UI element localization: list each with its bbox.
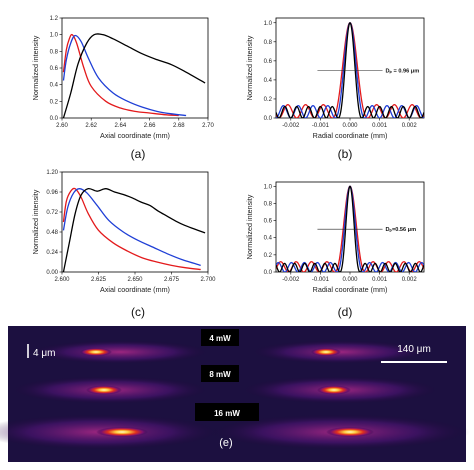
y-tick-label: 0.6 [264,59,273,65]
power-label: 16 mW [214,409,240,418]
x-axis-label: Axial coordinate (mm) [100,131,170,140]
y-tick-label: 0.2 [264,253,273,259]
y-tick-label: 0.4 [264,78,273,84]
x-tick-label: 2.700 [200,277,216,283]
series-line-3 [276,185,424,272]
x-tick-label: 2.62 [85,123,97,129]
x-tick-label: 0.000 [342,277,358,283]
y-tick-label: 0.2 [264,97,273,103]
y-tick-label: 0.6 [264,219,273,225]
power-label-box [201,329,239,346]
x-tick-label: 0.002 [402,123,418,129]
x-axis-label: Axial coordinate (mm) [100,285,170,294]
scale-label-right: 140 μm [397,344,431,355]
x-tick-label: -0.001 [312,277,330,283]
panel-label: (a) [131,147,146,161]
y-axis-label: Normalized intensity [245,194,254,259]
x-tick-label: 2.675 [164,277,180,283]
x-tick-label: 2.650 [127,277,143,283]
y-tick-label: 0.6 [50,66,59,72]
y-tick-label: 0.8 [50,49,59,55]
focal-spot [96,427,148,437]
y-axis-label: Normalized intensity [31,35,40,100]
y-tick-label: 0.0 [50,116,59,122]
y-axis-label: Normalized intensity [31,189,40,254]
series-line-2 [62,34,187,117]
chart-panel-4: -0.002 -0.001 0.000 0.001 0.002 0.0 0.2 0.4 0.6 0… [245,181,425,319]
x-tick-label: 2.600 [54,277,70,283]
y-tick-label: 0.2 [50,99,59,105]
y-tick-label: 1.0 [50,33,59,39]
y-tick-label: 1.0 [264,184,273,190]
y-axis-label: Normalized intensity [245,35,254,100]
focal-spot [317,385,351,395]
plot-frame [61,171,209,273]
x-tick-label: 2.70 [202,123,214,129]
y-tick-label: 0.48 [46,230,58,236]
series-line-2 [62,188,201,266]
scale-label-left: 4 μm [33,348,55,359]
focal-spot [326,427,374,437]
y-tick-label: 0.4 [264,236,273,242]
x-axis-label: Radial coordinate (mm) [313,131,388,140]
x-tick-label: 0.001 [372,123,388,129]
y-tick-label: 0.0 [264,116,273,122]
x-tick-label: -0.002 [282,123,300,129]
panel-label: (d) [338,305,353,319]
x-tick-label: 2.68 [173,123,185,129]
chart-panel-2: -0.002 -0.001 0.000 0.001 0.002 0.0 0.2 0.4 0.6 0… [245,17,425,161]
x-tick-label: 0.001 [372,277,388,283]
x-tick-label: 2.66 [144,123,156,129]
x-tick-label: 0.000 [342,123,358,129]
focal-spot [86,385,122,395]
beam-image-panel: 4 mW 8 mW 16 mW 4 μm 140 μm (e) [0,326,470,462]
beam-haze [30,340,210,364]
panel-label: (b) [338,147,353,161]
series-line-1 [62,187,201,271]
y-tick-label: 0.0 [264,270,273,276]
focal-spot [311,348,341,356]
fwhm-annotation: Dₚ=0.56 μm [386,227,417,233]
chart-panel-1: 2.60 2.62 2.64 2.66 2.68 2.70 0.0 0.2 0.4 0.6 0.8 1… [31,16,214,161]
y-tick-label: 0.24 [46,250,58,256]
y-tick-label: 0.8 [264,201,273,207]
chart-panel-3: 2.600 2.625 2.650 2.675 2.700 0.00 0.24 0.48 0.7… [31,170,216,319]
series-line-3 [62,187,206,272]
x-tick-label: -0.001 [312,123,330,129]
y-tick-label: 0.96 [46,190,58,196]
y-tick-label: 0.4 [50,83,59,89]
power-label: 4 mW [209,334,231,343]
focal-spot [80,348,112,356]
series-line-1 [62,33,179,117]
x-tick-label: 0.002 [402,277,418,283]
panel-label: (e) [219,437,232,449]
x-tick-label: 2.60 [56,123,68,129]
x-axis-label: Radial coordinate (mm) [313,285,388,294]
series-line-3 [62,33,206,118]
x-tick-label: -0.002 [282,277,300,283]
power-label-box [195,403,259,421]
y-tick-label: 0.8 [264,40,273,46]
series-line-3 [276,22,424,118]
y-tick-label: 0.00 [46,270,58,276]
fwhm-annotation: Dₚ = 0.96 μm [386,68,420,74]
y-tick-label: 1.0 [264,21,273,27]
x-tick-label: 2.625 [91,277,107,283]
panel-label: (c) [131,305,145,319]
x-tick-label: 2.64 [115,123,127,129]
y-tick-label: 1.20 [46,170,58,176]
power-label: 8 mW [209,370,231,379]
power-label-box [201,365,239,382]
y-tick-label: 1.2 [50,16,59,22]
y-tick-label: 0.72 [46,210,58,216]
